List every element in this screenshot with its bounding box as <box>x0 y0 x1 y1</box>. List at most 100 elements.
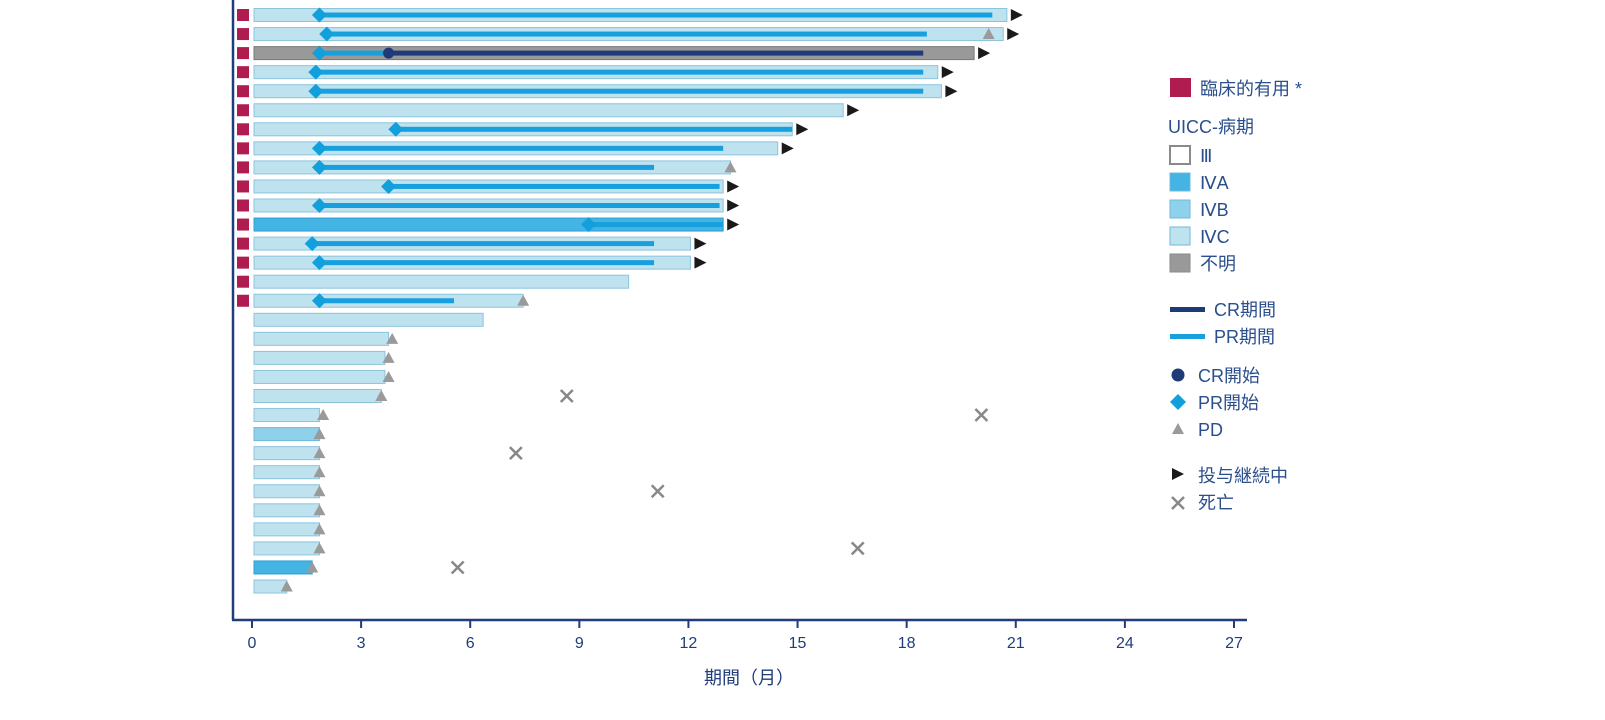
x-tick-label: 21 <box>1007 635 1025 652</box>
pr-start-marker <box>311 45 327 61</box>
duration-bar <box>253 408 320 423</box>
pd-marker <box>517 294 530 306</box>
pr-duration-line <box>395 126 793 132</box>
ongoing-marker <box>796 123 809 136</box>
clinical-benefit-marker <box>237 294 249 307</box>
legend-clinical-swatch <box>1170 78 1191 97</box>
x-tick-label: 3 <box>357 635 366 652</box>
patient-row <box>237 217 740 233</box>
clinical-benefit-marker <box>237 66 249 79</box>
ongoing-marker <box>978 47 991 60</box>
pr-duration-line <box>319 50 389 56</box>
patient-row <box>237 274 630 289</box>
x-tick-label: 0 <box>248 635 257 652</box>
patient-row <box>253 369 395 384</box>
clinical-benefit-marker <box>237 180 249 193</box>
legend-clinical-label: 臨床的有用 * <box>1200 79 1302 99</box>
ongoing-marker <box>694 237 707 250</box>
clinical-benefit-marker <box>237 199 249 212</box>
ongoing-marker <box>945 85 958 98</box>
pd-marker <box>313 504 326 516</box>
duration-bar <box>253 369 386 384</box>
patient-row <box>237 26 1020 42</box>
legend-stage-swatch <box>1169 145 1191 165</box>
pd-marker <box>313 485 326 497</box>
pd-marker <box>313 428 326 440</box>
legend-stage-label: Ⅲ <box>1200 146 1212 166</box>
patient-row <box>253 579 293 594</box>
duration-bar <box>253 446 320 461</box>
legend-stage-title: UICC-病期 <box>1168 117 1254 137</box>
legend-cr-duration-label: CR期間 <box>1214 300 1276 320</box>
clinical-benefit-marker <box>237 28 249 41</box>
clinical-benefit-marker <box>237 275 249 288</box>
duration-bar <box>253 389 382 403</box>
patient-row <box>237 45 991 61</box>
pd-marker <box>982 28 995 40</box>
patient-row <box>253 541 865 556</box>
ongoing-marker <box>781 142 794 155</box>
duration-bar <box>253 541 320 556</box>
patient-row <box>253 312 484 327</box>
death-marker <box>650 484 665 499</box>
x-tick-label: 18 <box>898 635 916 652</box>
duration-bar <box>253 312 484 327</box>
patient-row <box>253 408 989 423</box>
patient-row <box>237 140 794 156</box>
pr-duration-line <box>319 260 655 266</box>
clinical-benefit-marker <box>237 85 249 98</box>
duration-bar <box>253 331 390 346</box>
legend-stage-swatch <box>1169 253 1191 273</box>
legend-cr-start-marker <box>1171 368 1185 382</box>
clinical-benefit-marker <box>237 218 249 231</box>
pd-marker <box>382 370 395 382</box>
pr-start-marker <box>304 236 320 252</box>
patient-row <box>237 293 530 309</box>
ongoing-marker <box>1010 9 1023 21</box>
duration-bar <box>253 465 320 480</box>
legend-pd-label: PD <box>1198 420 1223 440</box>
legend-stage-swatch <box>1169 226 1191 246</box>
duration-bar <box>253 274 630 289</box>
legend-stage-label: ⅣB <box>1200 200 1229 220</box>
patient-row <box>237 236 707 252</box>
clinical-benefit-marker <box>237 47 249 60</box>
pd-marker <box>313 523 326 535</box>
pd-marker <box>313 542 326 554</box>
pr-start-marker <box>311 198 327 213</box>
cr-start-marker <box>383 47 395 59</box>
pr-duration-line <box>315 88 924 94</box>
patient-row <box>237 103 860 118</box>
pr-start-marker <box>311 7 327 23</box>
x-axis: 0 3 6 9 12 15 18 21 24 27 <box>231 0 1247 652</box>
patient-row <box>253 560 465 575</box>
death-marker <box>508 446 523 461</box>
legend-pr-start-marker <box>1170 394 1186 410</box>
duration-bar <box>253 503 320 518</box>
patient-row <box>253 427 326 442</box>
patient-row <box>237 83 958 99</box>
duration-bar <box>253 103 844 118</box>
pr-start-marker <box>388 121 404 137</box>
legend-stage-label: ⅣC <box>1200 227 1230 247</box>
pr-duration-line <box>315 69 924 75</box>
pr-start-marker <box>311 255 327 271</box>
pd-marker <box>724 161 737 173</box>
ongoing-marker <box>727 180 740 193</box>
patient-row <box>253 389 574 403</box>
duration-bar <box>253 560 313 575</box>
clinical-benefit-marker <box>237 9 249 21</box>
ongoing-marker <box>941 66 954 79</box>
pr-start-marker <box>311 293 327 309</box>
pd-marker <box>375 390 388 401</box>
death-marker <box>559 389 574 403</box>
pr-duration-line <box>319 203 720 208</box>
patient-row <box>237 178 740 194</box>
pd-marker <box>386 332 399 344</box>
legend-cr-line <box>1170 307 1205 312</box>
patient-row <box>253 522 326 537</box>
ongoing-marker <box>694 256 707 269</box>
x-tick-label: 12 <box>680 635 698 652</box>
legend-stage-swatch <box>1169 172 1191 192</box>
